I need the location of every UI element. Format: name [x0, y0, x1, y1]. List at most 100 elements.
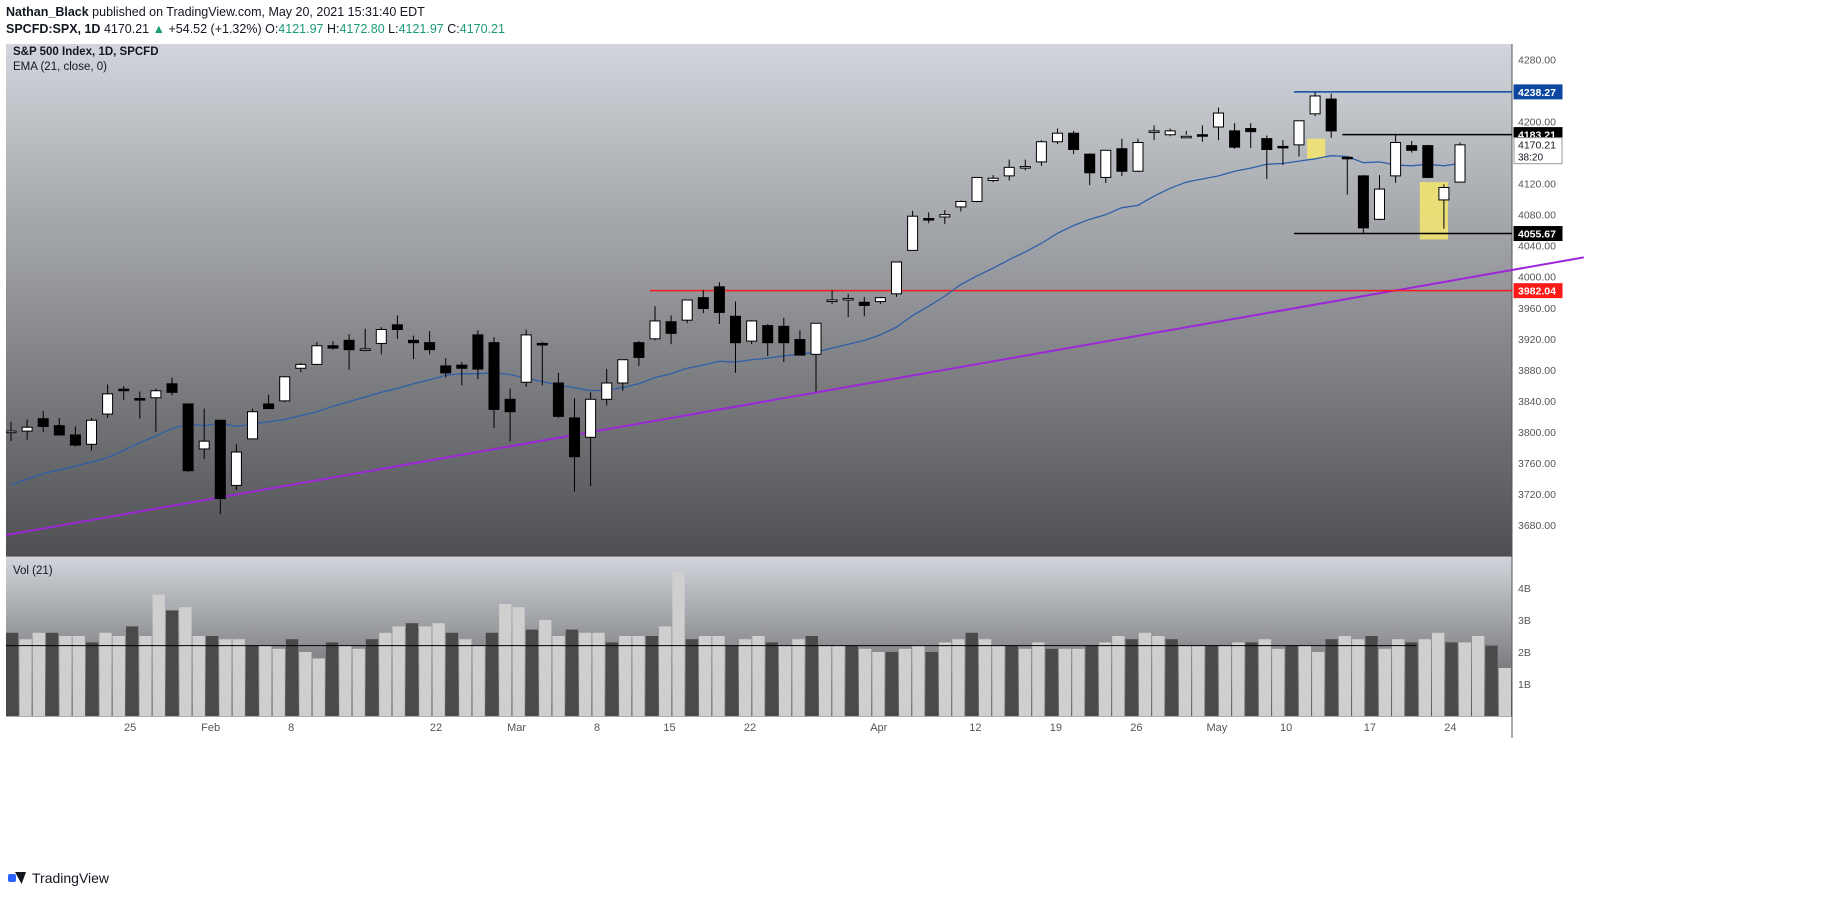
- volume-bar: [365, 639, 379, 716]
- volume-bar: [512, 607, 525, 716]
- volume-bar: [872, 652, 885, 716]
- volume-bar: [885, 652, 898, 716]
- volume-bar: [6, 632, 19, 716]
- chart-title: S&P 500 Index, 1D, SPCFD: [13, 46, 159, 58]
- price-tick-label: 4040.00: [1518, 241, 1556, 253]
- low-label: L:: [388, 22, 399, 36]
- volume-bar: [752, 636, 765, 716]
- volume-bar: [965, 632, 978, 716]
- time-tick-label: 22: [430, 722, 442, 734]
- volume-tick-label: 1B: [1518, 679, 1531, 691]
- candle-body: [198, 440, 210, 450]
- candle-body: [730, 315, 741, 344]
- candle-body: [1068, 132, 1080, 151]
- candle-body: [6, 430, 17, 434]
- candle-body: [182, 403, 194, 472]
- publish-info: Nathan_Black published on TradingView.co…: [6, 4, 425, 20]
- price-marker-label: 4055.67: [1518, 229, 1556, 241]
- published-text: published on TradingView.com, May 20, 20…: [92, 5, 425, 19]
- candle-body: [343, 339, 355, 351]
- price-marker: [1513, 226, 1563, 242]
- candle-body: [134, 398, 146, 401]
- volume-bar: [445, 632, 459, 716]
- time-tick-label: Mar: [507, 722, 526, 734]
- candle-body: [472, 334, 484, 370]
- candle-body: [166, 383, 178, 393]
- low-value: 4121.97: [398, 22, 444, 36]
- candle-body: [1180, 135, 1192, 139]
- candle-body: [552, 382, 564, 417]
- price-marker: [1513, 283, 1563, 299]
- volume-bar: [525, 629, 539, 716]
- volume-bar: [1232, 642, 1245, 716]
- volume-bar: [1285, 645, 1298, 716]
- price-pane: [6, 44, 1512, 556]
- volume-bar: [1218, 645, 1232, 716]
- candle-body: [794, 339, 806, 356]
- candle-body: [585, 398, 597, 438]
- author-name[interactable]: Nathan_Black: [6, 5, 89, 19]
- volume-bar: [59, 636, 72, 716]
- volume-bar: [125, 626, 139, 716]
- volume-bar: [1458, 642, 1472, 716]
- candle-body: [279, 376, 291, 402]
- volume-bar: [205, 636, 219, 716]
- price-marker-label: 4238.27: [1518, 87, 1556, 99]
- volume-bar: [232, 639, 245, 716]
- price-tick-label: 3760.00: [1518, 458, 1556, 470]
- candle-body: [504, 398, 516, 413]
- candle-body: [955, 200, 967, 208]
- volume-bar: [1245, 642, 1258, 716]
- volume-bar: [339, 645, 352, 716]
- candle-body: [1100, 149, 1112, 178]
- volume-tick-label: 4B: [1518, 583, 1531, 595]
- candle-body: [1132, 142, 1144, 172]
- volume-bar: [1058, 648, 1072, 716]
- candle-body: [440, 365, 452, 374]
- volume-bar: [992, 645, 1005, 716]
- volume-bar: [1405, 642, 1418, 716]
- candle-body: [150, 390, 162, 399]
- close-value: 4170.21: [459, 22, 505, 36]
- time-axis-area: [6, 716, 1512, 738]
- highlight-box: [1307, 138, 1326, 159]
- candle-body: [858, 301, 870, 306]
- candle-body: [327, 345, 339, 349]
- candle-body: [1309, 95, 1321, 115]
- volume-bar: [619, 636, 632, 716]
- volume-bar: [285, 639, 299, 716]
- volume-bar: [632, 636, 645, 716]
- volume-bar: [1085, 645, 1098, 716]
- volume-bar: [72, 636, 85, 716]
- volume-bar: [552, 636, 565, 716]
- high-label: H:: [326, 22, 340, 36]
- candle-body: [214, 419, 226, 500]
- candle-body: [118, 388, 130, 392]
- price-tick-label: 3920.00: [1518, 334, 1556, 346]
- candle-body: [713, 286, 725, 313]
- volume-bar: [1072, 648, 1085, 716]
- volume-bar: [45, 632, 59, 716]
- candle-body: [536, 342, 548, 346]
- candle-body: [311, 345, 323, 365]
- candle-body: [1357, 175, 1369, 229]
- volume-bar: [245, 645, 259, 716]
- volume-bar: [1098, 642, 1112, 716]
- candle-body: [247, 411, 258, 440]
- price-tick-label: 3800.00: [1518, 427, 1556, 439]
- brand-footer[interactable]: TradingView: [8, 870, 109, 886]
- volume-bar: [1018, 648, 1032, 716]
- price-marker: [1513, 137, 1563, 165]
- candle-body: [456, 364, 468, 369]
- candle-body: [1196, 134, 1208, 137]
- time-tick-label: 19: [1050, 722, 1062, 734]
- candle-body: [375, 328, 387, 344]
- candle-body: [826, 299, 838, 303]
- volume-bar: [1178, 645, 1192, 716]
- candle-body: [987, 177, 999, 182]
- volume-bar: [1298, 645, 1312, 716]
- candle-body: [1003, 166, 1015, 177]
- price-chart[interactable]: 4280.004240.004200.004160.004120.004080.…: [6, 44, 1822, 860]
- volume-bar: [592, 632, 605, 716]
- volume-bar: [352, 648, 365, 716]
